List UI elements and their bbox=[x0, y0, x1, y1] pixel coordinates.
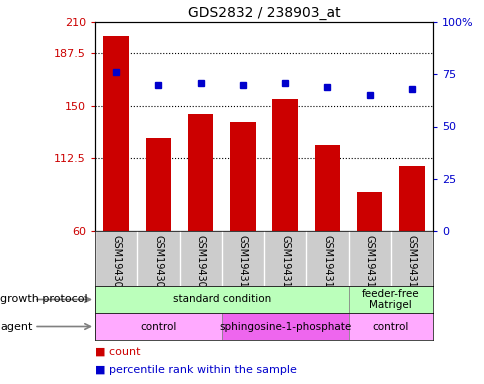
Text: GSM194311: GSM194311 bbox=[280, 235, 289, 294]
Text: sphingosine-1-phosphate: sphingosine-1-phosphate bbox=[219, 321, 350, 331]
Bar bbox=[221, 313, 348, 340]
Bar bbox=[398, 166, 424, 231]
Text: ■ percentile rank within the sample: ■ percentile rank within the sample bbox=[95, 365, 296, 375]
Bar bbox=[314, 145, 339, 231]
Text: GSM194309: GSM194309 bbox=[195, 235, 205, 294]
Bar bbox=[272, 99, 297, 231]
Text: ■ count: ■ count bbox=[95, 347, 140, 357]
Text: growth protocol: growth protocol bbox=[0, 295, 88, 305]
Bar bbox=[348, 286, 432, 313]
Text: control: control bbox=[372, 321, 408, 331]
Bar bbox=[95, 286, 348, 313]
Text: GSM194310: GSM194310 bbox=[237, 235, 247, 294]
Text: control: control bbox=[140, 321, 176, 331]
Bar bbox=[145, 137, 171, 231]
Bar bbox=[348, 313, 432, 340]
Title: GDS2832 / 238903_at: GDS2832 / 238903_at bbox=[187, 6, 340, 20]
Text: standard condition: standard condition bbox=[172, 295, 271, 305]
Bar bbox=[95, 313, 221, 340]
Bar bbox=[103, 36, 129, 231]
Text: GSM194313: GSM194313 bbox=[364, 235, 374, 294]
Text: GSM194307: GSM194307 bbox=[111, 235, 121, 295]
Text: GSM194314: GSM194314 bbox=[406, 235, 416, 294]
Text: GSM194312: GSM194312 bbox=[322, 235, 332, 295]
Text: agent: agent bbox=[0, 321, 32, 331]
Bar bbox=[230, 122, 255, 231]
Bar bbox=[356, 192, 381, 231]
Text: GSM194308: GSM194308 bbox=[153, 235, 163, 294]
Text: feeder-free
Matrigel: feeder-free Matrigel bbox=[361, 289, 419, 310]
Bar bbox=[188, 114, 213, 231]
